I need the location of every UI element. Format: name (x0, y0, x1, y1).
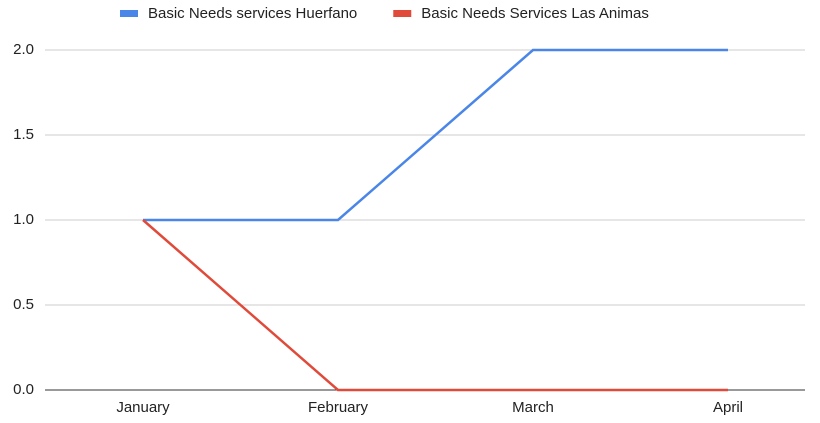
series-line (143, 48, 728, 222)
x-tick-label: January (116, 399, 170, 416)
y-tick-label: 1.5 (13, 126, 34, 143)
x-tick-label: February (308, 399, 369, 416)
x-tick-label: March (512, 399, 554, 416)
legend-label: Basic Needs services Huerfano (148, 5, 357, 22)
legend-swatch (393, 10, 412, 17)
y-tick-label: 1.0 (13, 211, 34, 228)
series-line (142, 219, 728, 392)
y-tick-label: 2.0 (13, 41, 34, 58)
legend-swatch (120, 10, 138, 17)
x-tick-label: April (713, 399, 743, 416)
legend-label: Basic Needs Services Las Animas (421, 5, 649, 22)
y-tick-label: 0.5 (13, 296, 34, 313)
y-tick-label: 0.0 (13, 381, 34, 398)
